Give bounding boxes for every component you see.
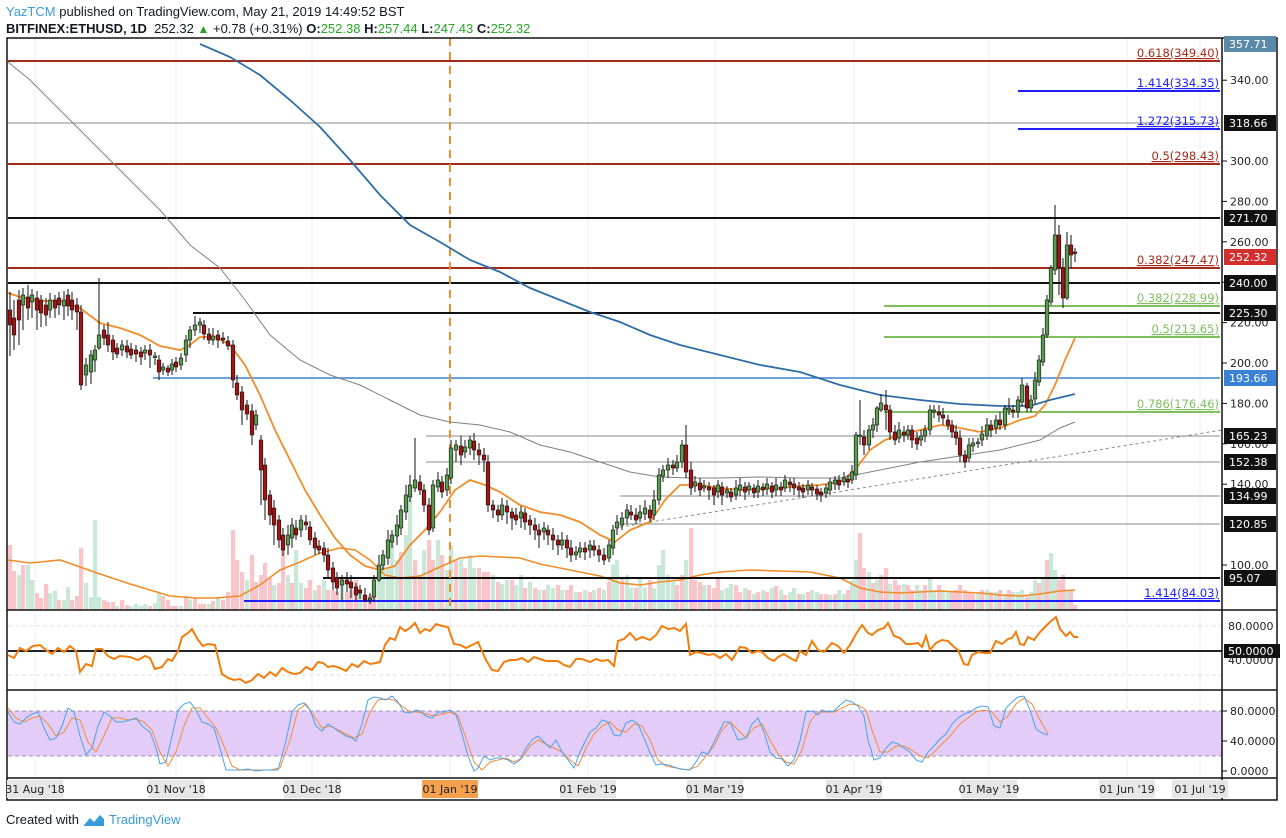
up-arrow-icon: ▲: [197, 22, 210, 36]
svg-text:40.0000: 40.0000: [1230, 735, 1276, 748]
created-with-text: Created with: [6, 812, 79, 827]
svg-text:50.0000: 50.0000: [1228, 645, 1274, 658]
fib-label: 1.414(84.03): [1144, 586, 1219, 600]
publish-info: YazTCM published on TradingView.com, May…: [6, 4, 404, 19]
svg-text:01 Jun '19: 01 Jun '19: [1099, 783, 1154, 796]
svg-text:01 May '19: 01 May '19: [959, 783, 1020, 796]
symbol-name: BITFINEX:ETHUSD, 1D: [6, 21, 147, 36]
svg-text:271.70: 271.70: [1229, 212, 1268, 225]
svg-text:225.30: 225.30: [1229, 307, 1268, 320]
svg-text:01 Jan '19: 01 Jan '19: [423, 783, 478, 796]
svg-text:300.00: 300.00: [1230, 155, 1269, 168]
svg-text:01 Apr '19: 01 Apr '19: [825, 783, 882, 796]
rsi-pane: [7, 615, 1222, 685]
svg-text:01 Feb '19: 01 Feb '19: [559, 783, 617, 796]
horizontal-levels: 0.618(349.40) 1.414(334.35) 1.272(315.73) 0…: [8, 38, 1223, 610]
svg-text:95.07: 95.07: [1229, 572, 1261, 585]
svg-text:01 Nov '18: 01 Nov '18: [146, 783, 205, 796]
price-change: +0.78 (+0.31%): [212, 21, 303, 36]
time-axis[interactable]: 31 Aug '18 01 Nov '18 01 Dec '18 01 Jan '19…: [5, 780, 1228, 798]
svg-text:01 Mar '19: 01 Mar '19: [686, 783, 745, 796]
svg-text:260.00: 260.00: [1230, 236, 1269, 249]
svg-text:01 Dec '18: 01 Dec '18: [282, 783, 341, 796]
fib-label: 0.5(298.43): [1151, 149, 1219, 163]
fib-label: 0.786(176.46): [1137, 397, 1219, 411]
candlesticks: [7, 205, 1078, 604]
high-value: 257.44: [377, 21, 418, 36]
svg-text:357.71: 357.71: [1229, 38, 1268, 51]
fib-label: 0.382(247.47): [1137, 253, 1219, 267]
last-price: 252.32: [154, 21, 194, 36]
svg-text:340.00: 340.00: [1230, 74, 1269, 87]
tradingview-logo-icon: [83, 814, 104, 826]
footer: Created with TradingView: [6, 812, 181, 827]
svg-text:240.00: 240.00: [1229, 277, 1268, 290]
price-axis[interactable]: 340.00300.00280.00260.00240.00220.00200.…: [1222, 36, 1280, 778]
svg-text:134.99: 134.99: [1229, 490, 1268, 503]
fib-label: 1.414(334.35): [1137, 76, 1219, 90]
symbol-legend: BITFINEX:ETHUSD, 1D 252.32 ▲ +0.78 (+0.3…: [6, 21, 531, 36]
tradingview-brand[interactable]: TradingView: [108, 812, 181, 827]
fib-label: 0.382(228.99): [1137, 291, 1219, 305]
svg-text:152.38: 152.38: [1229, 456, 1268, 469]
svg-text:0.0000: 0.0000: [1230, 765, 1269, 778]
stoch-rsi-pane: [7, 695, 1222, 772]
svg-text:31 Aug '18: 31 Aug '18: [5, 783, 65, 796]
svg-text:01 Jul '19: 01 Jul '19: [1174, 783, 1225, 796]
svg-text:80.0000: 80.0000: [1230, 705, 1276, 718]
svg-text:280.00: 280.00: [1230, 195, 1269, 208]
fib-label: 0.618(349.40): [1137, 46, 1219, 60]
svg-text:100.00: 100.00: [1230, 559, 1269, 572]
svg-text:165.23: 165.23: [1229, 430, 1268, 443]
open-value: 252.38: [320, 21, 361, 36]
svg-text:80.0000: 80.0000: [1228, 620, 1274, 633]
published-text: published on TradingView.com, May 21, 20…: [59, 4, 405, 19]
svg-text:140.00: 140.00: [1230, 478, 1269, 491]
author-link[interactable]: YazTCM: [6, 4, 56, 19]
close-value: 252.32: [490, 21, 531, 36]
svg-text:200.00: 200.00: [1230, 357, 1269, 370]
svg-text:193.66: 193.66: [1229, 372, 1268, 385]
svg-text:40.0000: 40.0000: [1228, 654, 1274, 667]
fib-label: 1.272(315.73): [1137, 114, 1219, 128]
svg-text:120.85: 120.85: [1229, 518, 1268, 531]
chart-frame: [6, 37, 1278, 801]
fib-label: 0.5(213.65): [1151, 322, 1219, 336]
svg-text:252.32: 252.32: [1229, 251, 1268, 264]
svg-text:318.66: 318.66: [1229, 117, 1268, 130]
low-value: 247.43: [433, 21, 474, 36]
svg-text:180.00: 180.00: [1230, 397, 1269, 410]
